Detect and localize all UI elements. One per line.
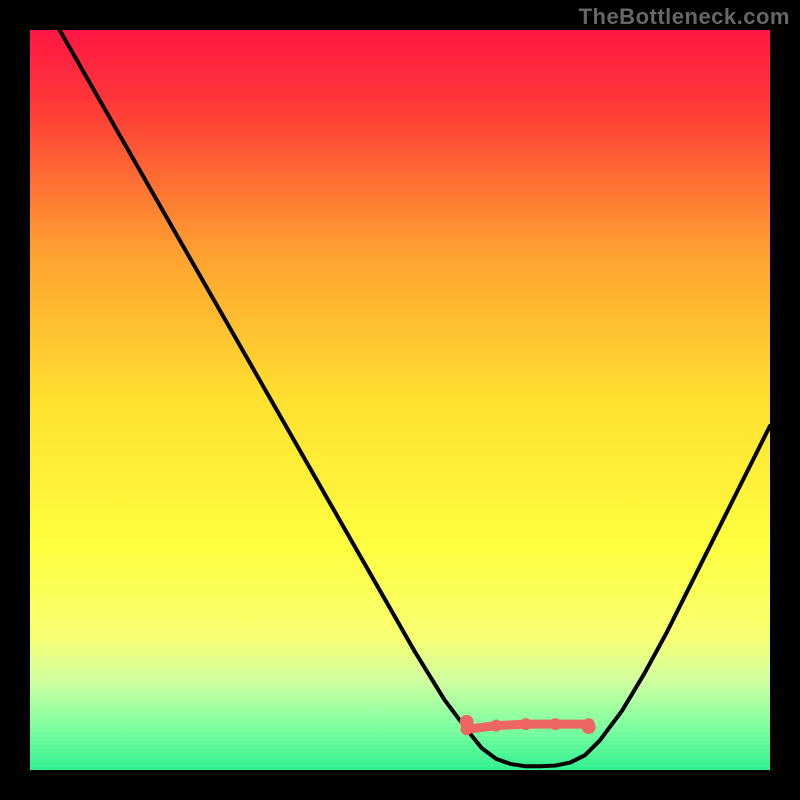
- chart-container: TheBottleneck.com: [0, 0, 800, 800]
- sweet-spot-marker: [549, 718, 561, 730]
- sweet-spot-marker: [490, 720, 502, 732]
- watermark-text: TheBottleneck.com: [579, 4, 790, 30]
- sweet-spot-marker: [461, 723, 473, 735]
- sweet-spot-marker: [520, 718, 532, 730]
- sweet-spot-marker: [583, 718, 595, 730]
- bottleneck-chart: [0, 0, 800, 800]
